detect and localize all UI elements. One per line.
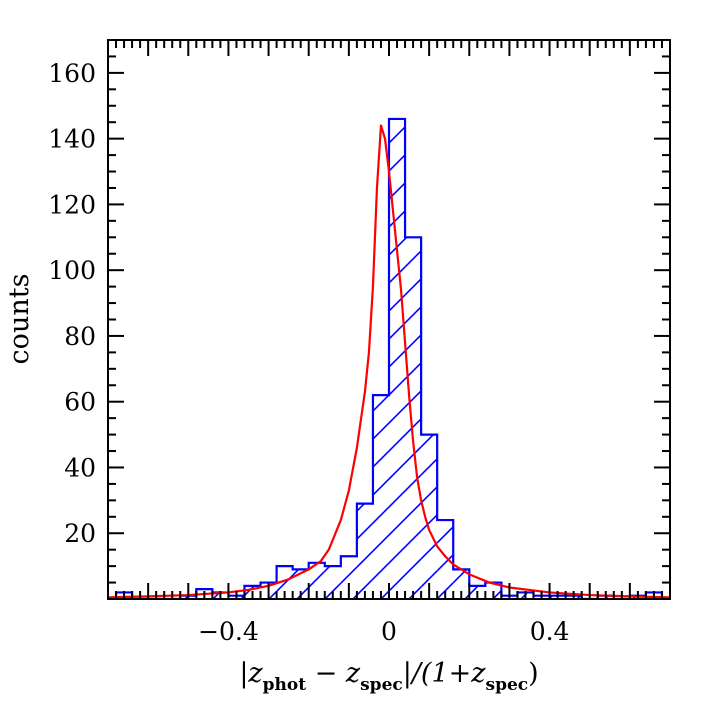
x-label-sub-3: spec (486, 675, 529, 695)
x-label-part-4: ) (528, 658, 539, 689)
axis-ticks (107, 40, 671, 599)
fit-curve (108, 124, 670, 599)
histogram-bar (276, 566, 293, 599)
y-tick-label: 160 (48, 59, 96, 88)
tick-labels: −0.4 0 0.4 20 40 60 80 100 120 140 160 (48, 59, 569, 646)
histogram-bar (356, 503, 373, 599)
y-tick-label: 140 (48, 125, 96, 154)
x-tick-label: 0 (381, 617, 397, 646)
x-axis-label: |zphot − zspec|/(1+zspec) (239, 658, 538, 695)
histogram-bar (372, 395, 389, 599)
x-label-part-3: |/(1+z (403, 658, 487, 689)
y-tick-label: 120 (48, 190, 96, 219)
histogram-bar (485, 582, 502, 599)
histogram-bar (437, 520, 454, 599)
x-label-sub-1: phot (263, 675, 307, 695)
histogram-bar (453, 569, 470, 599)
histogram-bar (308, 562, 325, 599)
y-tick-label: 60 (64, 388, 96, 417)
x-label-part-1: |z (239, 658, 263, 689)
y-axis-label: counts (4, 274, 35, 365)
x-tick-label: −0.4 (198, 617, 259, 646)
x-label-part-2: − z (306, 658, 361, 689)
histogram-bar (324, 566, 341, 599)
fit-curve-layer (108, 124, 670, 599)
histogram-bar (389, 118, 406, 599)
x-tick-label: 0.4 (530, 617, 570, 646)
histogram-bar (421, 434, 438, 599)
histogram-bar (340, 556, 357, 599)
y-tick-label: 40 (64, 453, 96, 482)
histogram-hatch-layer (116, 118, 662, 599)
y-tick-label: 80 (64, 322, 96, 351)
histogram-bar (292, 569, 309, 599)
y-tick-label: 100 (48, 256, 96, 285)
y-tick-label: 20 (64, 519, 96, 548)
histogram-bar (405, 237, 422, 599)
x-label-sub-2: spec (360, 675, 403, 695)
